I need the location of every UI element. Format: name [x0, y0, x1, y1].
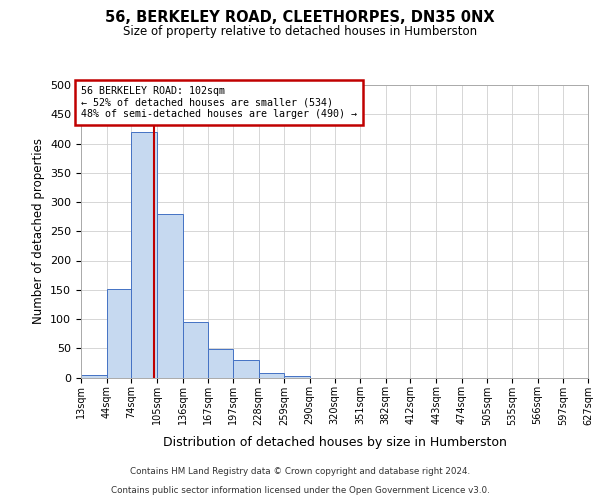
Y-axis label: Number of detached properties: Number of detached properties — [32, 138, 44, 324]
Bar — [81, 374, 107, 378]
Bar — [233, 360, 259, 378]
Text: Contains HM Land Registry data © Crown copyright and database right 2024.: Contains HM Land Registry data © Crown c… — [130, 467, 470, 476]
Text: Size of property relative to detached houses in Humberston: Size of property relative to detached ho… — [123, 25, 477, 38]
Text: 56 BERKELEY ROAD: 102sqm
← 52% of detached houses are smaller (534)
48% of semi-: 56 BERKELEY ROAD: 102sqm ← 52% of detach… — [81, 86, 357, 120]
Bar — [208, 350, 233, 378]
X-axis label: Distribution of detached houses by size in Humberston: Distribution of detached houses by size … — [163, 436, 506, 448]
Bar — [107, 288, 131, 378]
Bar — [284, 376, 310, 378]
Text: Contains public sector information licensed under the Open Government Licence v3: Contains public sector information licen… — [110, 486, 490, 495]
Bar — [131, 132, 157, 378]
Bar — [157, 214, 182, 378]
Bar — [182, 322, 208, 378]
Bar — [259, 373, 284, 378]
Text: 56, BERKELEY ROAD, CLEETHORPES, DN35 0NX: 56, BERKELEY ROAD, CLEETHORPES, DN35 0NX — [105, 10, 495, 25]
